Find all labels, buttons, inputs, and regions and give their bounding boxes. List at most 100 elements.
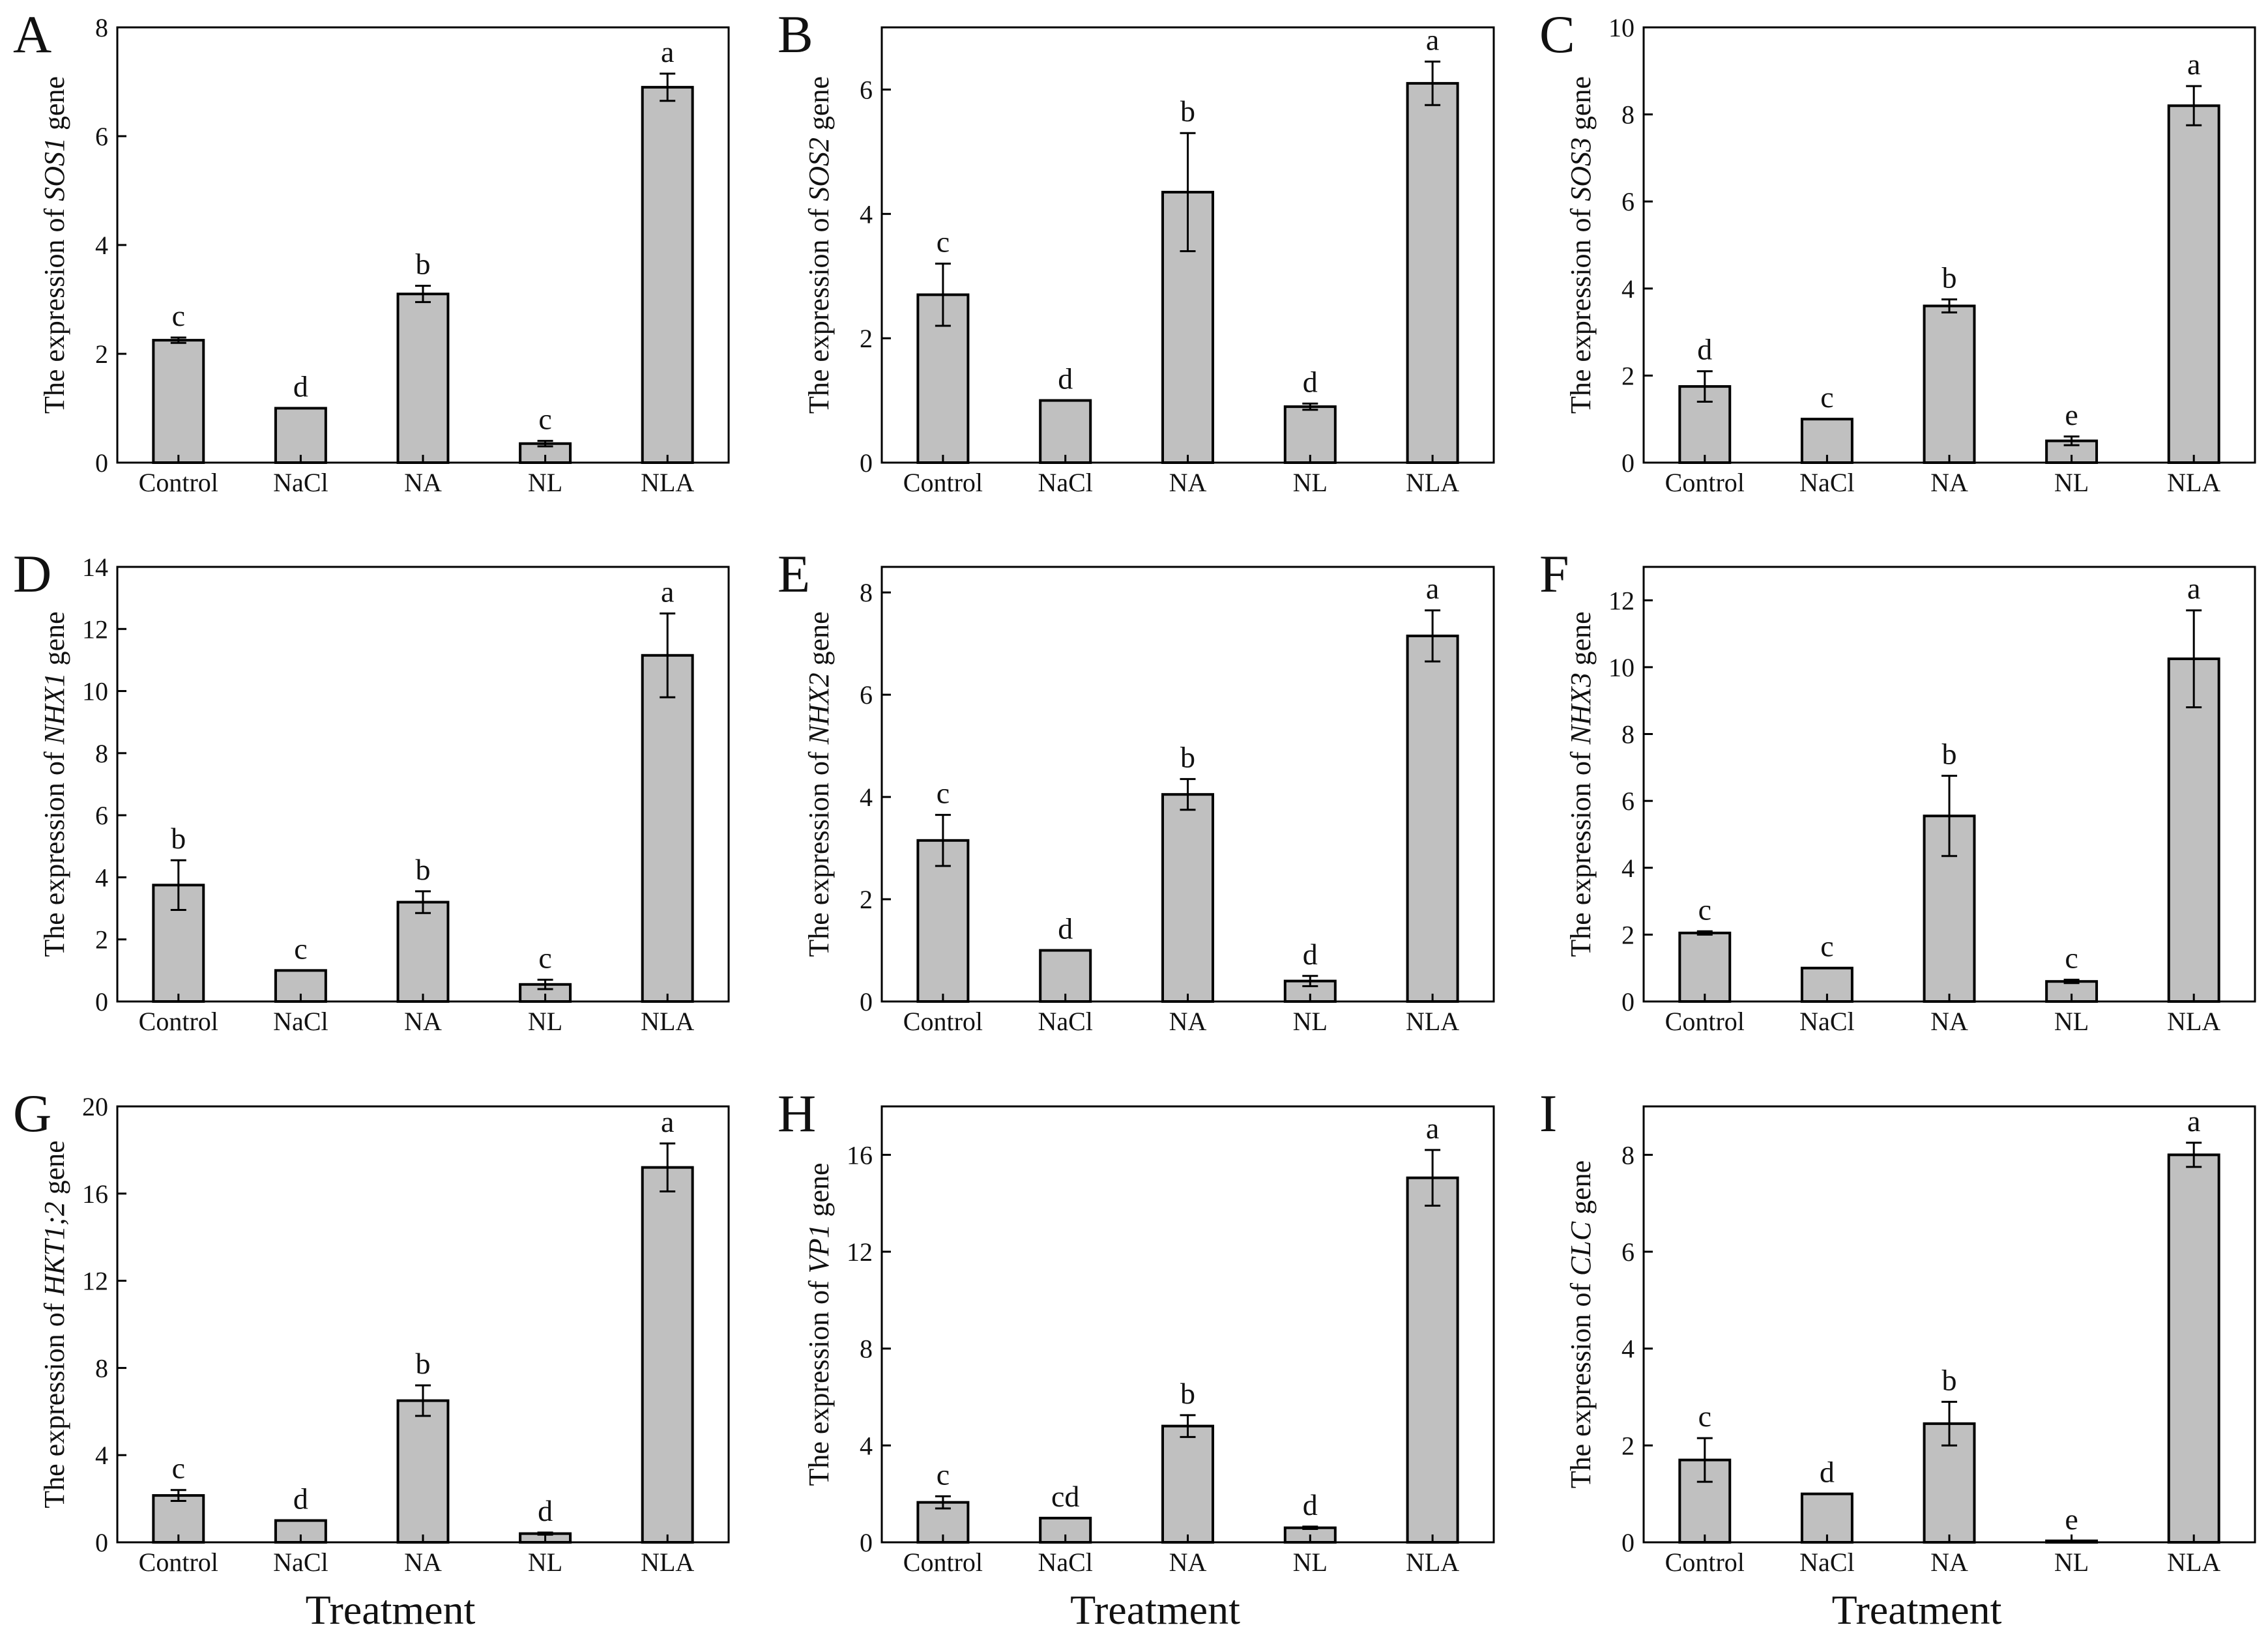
significance-letter: a (661, 575, 674, 608)
chart-panel-c: C 0 2 4 6 8 10 The expression of SOS3 gene Contr… (1539, 5, 2256, 497)
y-axis-label-suffix: gene (1565, 76, 1597, 137)
significance-letter: b (1942, 1363, 1957, 1396)
x-tick-label: NLA (2167, 1007, 2220, 1036)
y-tick-label: 6 (1621, 187, 1635, 216)
y-axis-label-gene: SOS1 (38, 137, 70, 201)
y-axis-label: The expression of CLC gene (1565, 1160, 1597, 1488)
x-tick-label: Control (1665, 1007, 1745, 1036)
significance-letter: d (293, 370, 308, 403)
y-tick-label: 8 (95, 1353, 108, 1383)
x-tick-label: NaCl (273, 1007, 328, 1036)
y-tick-label: 12 (847, 1237, 873, 1267)
bar (916, 839, 970, 1003)
y-tick-label: 14 (82, 553, 108, 582)
y-tick-label: 4 (95, 863, 108, 892)
significance-letter: a (1426, 572, 1439, 605)
significance-letter: d (1058, 912, 1073, 945)
x-tick-label: NL (2054, 468, 2089, 497)
y-tick-label: 2 (95, 339, 108, 369)
significance-letter: c (1820, 930, 1833, 963)
panel-letter: F (1539, 544, 1569, 603)
y-axis-label-gene: VP1 (803, 1224, 835, 1274)
bar (2167, 1153, 2220, 1544)
significance-letter: a (2187, 1104, 2200, 1138)
y-axis-label-prefix: The expression of (38, 201, 70, 414)
x-tick-label: NaCl (1038, 1007, 1092, 1036)
y-tick-label: 16 (847, 1140, 873, 1170)
significance-letter: b (1180, 741, 1195, 774)
bar (1161, 793, 1214, 1003)
y-tick-label: 12 (82, 1267, 108, 1296)
significance-letter: a (1426, 23, 1439, 56)
y-axis-label-prefix: The expression of (38, 1296, 70, 1508)
y-axis-label-gene: SOS3 (1565, 137, 1597, 201)
significance-letter: b (1942, 738, 1957, 771)
significance-letter: d (1820, 1456, 1835, 1489)
x-tick-label: NaCl (1038, 468, 1092, 497)
y-tick-label: 8 (95, 13, 108, 42)
y-tick-label: 0 (1621, 1528, 1635, 1557)
y-tick-label: 6 (1621, 786, 1635, 816)
x-tick-label: NL (1293, 1548, 1328, 1577)
x-tick-label: NA (404, 1548, 442, 1577)
y-tick-label: 0 (95, 1528, 108, 1557)
bar (1161, 1424, 1214, 1544)
significance-letter: c (1698, 893, 1711, 926)
y-axis-label-suffix: gene (803, 1162, 835, 1224)
significance-letter: c (172, 299, 185, 332)
x-tick-label: NaCl (1799, 468, 1854, 497)
significance-letter: c (1820, 381, 1833, 414)
y-axis-label-prefix: The expression of (803, 744, 835, 957)
bar (152, 339, 205, 464)
y-axis-label-gene: HKT1;2 (38, 1202, 70, 1296)
y-axis-label: The expression of SOS1 gene (38, 76, 70, 414)
chart-panel-b: B 0 2 4 6 The expression of SOS2 gene Control c… (778, 5, 1495, 497)
significance-letter: d (1303, 365, 1318, 398)
y-axis-label-gene: CLC (1565, 1221, 1597, 1276)
bar (2167, 104, 2220, 465)
y-tick-label: 6 (860, 680, 873, 710)
y-axis-label-gene: NHX3 (1565, 672, 1597, 745)
significance-letter: c (294, 932, 307, 965)
y-tick-label: 16 (82, 1179, 108, 1209)
bar (1039, 399, 1092, 464)
significance-letter: c (538, 403, 551, 436)
y-tick-label: 8 (1621, 720, 1635, 749)
y-tick-label: 4 (1621, 274, 1635, 304)
x-tick-label: NA (404, 1007, 442, 1036)
panel-letter: E (778, 544, 810, 603)
significance-letter: b (171, 822, 186, 855)
panel-letter: B (778, 5, 813, 64)
y-tick-label: 2 (1621, 361, 1635, 390)
significance-letter: c (937, 1458, 950, 1491)
y-tick-label: 4 (1621, 854, 1635, 883)
x-tick-label: NL (1293, 1007, 1328, 1036)
significance-letter: a (661, 35, 674, 68)
significance-letter: d (1303, 938, 1318, 971)
y-tick-label: 8 (95, 739, 108, 768)
x-tick-label: NL (528, 468, 562, 497)
significance-letter: c (538, 942, 551, 975)
bar (1406, 634, 1459, 1003)
x-axis-label: Treatment (1070, 1587, 1240, 1633)
y-tick-label: 0 (860, 1528, 873, 1557)
y-axis-label: The expression of NHX2 gene (803, 611, 835, 957)
y-axis-label-prefix: The expression of (803, 201, 835, 414)
x-tick-label: Control (139, 1007, 218, 1036)
y-axis-label-prefix: The expression of (1565, 744, 1597, 957)
y-tick-label: 6 (95, 122, 108, 151)
y-axis-label: The expression of SOS3 gene (1565, 76, 1597, 414)
y-axis-label: The expression of NHX1 gene (38, 611, 70, 957)
y-axis-label-suffix: gene (38, 76, 70, 137)
x-tick-label: NaCl (273, 468, 328, 497)
x-tick-label: NaCl (1799, 1548, 1854, 1577)
panel-letter: G (13, 1084, 51, 1143)
y-tick-label: 6 (860, 75, 873, 104)
y-axis-label-suffix: gene (1565, 1160, 1597, 1222)
chart-panel-d: D 0 2 4 6 8 10 12 14 The expression of NHX1 gene C… (13, 544, 730, 1036)
bar (396, 293, 450, 464)
y-axis-label-prefix: The expression of (1565, 1276, 1597, 1488)
x-axis-label: Treatment (306, 1587, 476, 1633)
y-axis-label-gene: SOS2 (803, 137, 835, 201)
